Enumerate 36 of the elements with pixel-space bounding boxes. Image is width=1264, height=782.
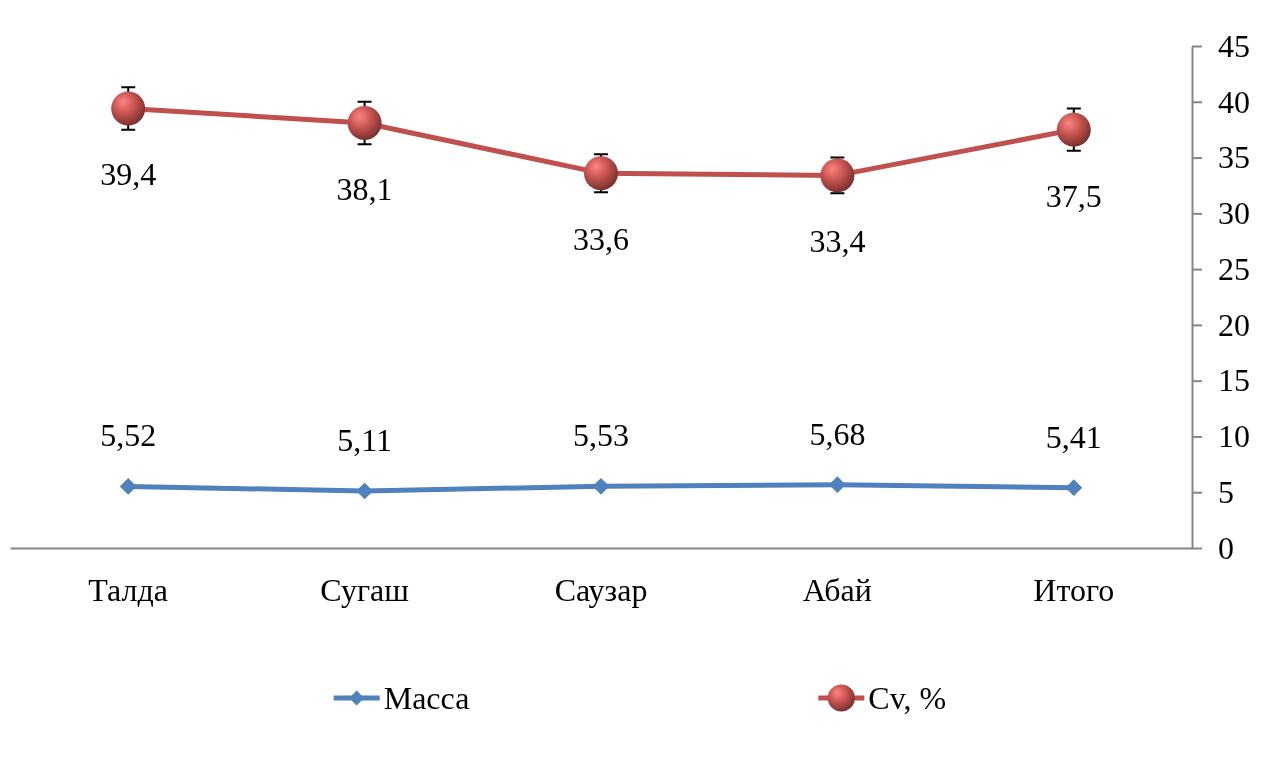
y2-tick-label: 5 <box>1218 473 1234 510</box>
x-tick-label: Сугаш <box>320 571 410 608</box>
data-label: 37,5 <box>1045 177 1102 214</box>
data-label: 5,53 <box>573 417 629 454</box>
point <box>347 105 382 140</box>
y2-tick-label: 20 <box>1218 306 1250 343</box>
data-label: 5,11 <box>337 422 393 458</box>
x-tick-label: Талда <box>88 571 169 608</box>
y2-tick-label: 0 <box>1218 529 1234 566</box>
data-label: 39,4 <box>100 156 157 193</box>
legend-label: Cv, % <box>868 680 947 716</box>
data-label: 5,52 <box>100 417 157 454</box>
data-label: 5,41 <box>1045 418 1102 455</box>
point <box>584 156 618 191</box>
y2-tick-label: 35 <box>1218 139 1250 176</box>
data-label: 33,4 <box>809 223 866 260</box>
x-tick-label: Саузар <box>554 571 648 608</box>
point <box>1056 112 1091 147</box>
data-label: 38,1 <box>336 170 393 207</box>
y2-tick-label: 15 <box>1218 362 1250 399</box>
legend-label: Масса <box>383 680 470 716</box>
y2-tick-label: 10 <box>1218 418 1250 455</box>
point <box>820 158 855 193</box>
data-label: 33,6 <box>573 221 629 258</box>
point <box>111 91 146 126</box>
y2-tick-label: 45 <box>1218 27 1250 64</box>
y2-tick-label: 40 <box>1218 83 1250 120</box>
y2-tick-label: 25 <box>1218 250 1250 287</box>
y2-tick-label: 30 <box>1218 195 1250 232</box>
point <box>1065 479 1083 497</box>
point <box>356 482 373 500</box>
point <box>119 478 137 495</box>
x-tick-label: Итого <box>1033 571 1115 608</box>
point <box>829 476 846 493</box>
data-label: 5,68 <box>809 415 866 452</box>
x-tick-label: Абай <box>802 571 872 608</box>
